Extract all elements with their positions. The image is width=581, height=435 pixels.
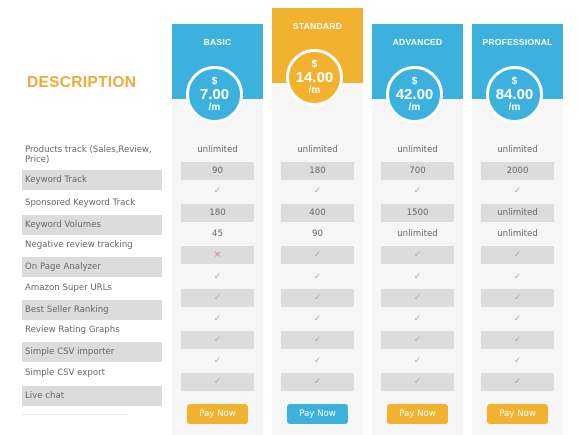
feature-label: Simple CSV importer: [22, 342, 162, 362]
price-price: 14.00: [295, 68, 334, 86]
check-icon: ✓: [381, 331, 454, 349]
plan-column-standard: STANDARD $14.00/m unlimited 180 ✓ 400 90 ✓ ✓ ✓ ✓ ✓ ✓…: [272, 0, 363, 435]
feature-value: 400: [281, 204, 354, 222]
feature-value: unlimited: [197, 145, 238, 155]
price-price: 7.00: [199, 85, 230, 103]
check-icon: ✓: [181, 289, 254, 307]
feature-value: unlimited: [497, 145, 538, 155]
price-period: /m: [208, 101, 221, 113]
price-price: 84.00: [495, 85, 534, 103]
price-period: /m: [508, 101, 521, 113]
feature-label: Amazon Super URLs: [25, 283, 112, 293]
plan-column-basic: BASIC $7.00/m unlimited 90 ✓ 180 45 × ✓ ✓ ✓ ✓ ✓ ✓ Pay …: [172, 0, 263, 435]
description-title: DESCRIPTION: [27, 74, 137, 91]
check-icon: ✓: [481, 373, 554, 391]
check-icon: ✓: [513, 272, 522, 282]
price-currency: $: [211, 75, 218, 87]
divider: [22, 414, 128, 415]
cross-icon: ×: [181, 246, 254, 264]
feature-value: 90: [181, 162, 254, 180]
price-currency: $: [411, 75, 418, 87]
feature-label: Simple CSV export: [25, 368, 105, 378]
pay-now-button[interactable]: Pay Now: [187, 404, 248, 424]
plan-name: ADVANCED: [392, 37, 443, 47]
plan-header: BASIC $7.00/m: [172, 24, 263, 123]
pay-now-button[interactable]: Pay Now: [487, 404, 548, 424]
feature-label: Best Seller Ranking: [22, 300, 162, 320]
check-icon: ✓: [381, 373, 454, 391]
check-icon: ✓: [513, 314, 522, 324]
check-icon: ✓: [413, 356, 422, 366]
check-icon: ✓: [281, 246, 354, 264]
feature-value: 180: [281, 162, 354, 180]
check-icon: ✓: [281, 373, 354, 391]
price-badge: $14.00/m: [286, 49, 343, 106]
feature-value: 90: [312, 229, 323, 239]
check-icon: ✓: [513, 356, 522, 366]
price-badge: $42.00/m: [386, 66, 443, 123]
feature-label: Sponsored Keyword Track: [25, 197, 136, 208]
price-period: /m: [408, 101, 421, 113]
check-icon: ✓: [313, 356, 322, 366]
check-icon: ✓: [481, 331, 554, 349]
check-icon: ✓: [181, 331, 254, 349]
check-icon: ✓: [313, 272, 322, 282]
check-icon: ✓: [213, 272, 222, 282]
price-badge: $7.00/m: [186, 66, 243, 123]
feature-value: 45: [212, 229, 223, 239]
check-icon: ✓: [181, 373, 254, 391]
plan-column-advanced: ADVANCED $42.00/m unlimited 700 ✓ 1500 unlimit…: [372, 0, 463, 435]
feature-label: On Page Analyzer: [22, 257, 162, 277]
check-icon: ✓: [481, 289, 554, 307]
feature-value: unlimited: [397, 145, 438, 155]
plan-header: ADVANCED $42.00/m: [372, 24, 463, 123]
check-icon: ✓: [213, 356, 222, 366]
price-price: 42.00: [395, 85, 434, 103]
check-icon: ✓: [381, 289, 454, 307]
price-currency: $: [511, 75, 518, 87]
feature-label: Live chat: [22, 386, 162, 406]
check-icon: ✓: [213, 186, 222, 196]
plan-header: STANDARD $14.00/m: [272, 8, 363, 106]
price-currency: $: [311, 58, 318, 70]
feature-value: unlimited: [297, 145, 338, 155]
feature-value: 1500: [381, 204, 454, 222]
check-icon: ✓: [213, 314, 222, 324]
check-icon: ✓: [413, 314, 422, 324]
feature-value: 700: [381, 162, 454, 180]
feature-label: Keyword Volumes: [22, 215, 162, 235]
feature-value: 180: [181, 204, 254, 222]
check-icon: ✓: [413, 272, 422, 282]
check-icon: ✓: [313, 314, 322, 324]
check-icon: ✓: [513, 186, 522, 196]
price-badge: $84.00/m: [486, 66, 543, 123]
check-icon: ✓: [313, 186, 322, 196]
feature-value: unlimited: [397, 229, 438, 239]
price-period: /m: [308, 84, 321, 96]
feature-label: Keyword Track: [22, 170, 162, 190]
feature-value: unlimited: [481, 204, 554, 222]
feature-label: Negative review tracking: [25, 240, 133, 250]
check-icon: ✓: [381, 246, 454, 264]
pay-now-button[interactable]: Pay Now: [387, 404, 448, 424]
check-icon: ✓: [281, 331, 354, 349]
feature-label: Review Rating Graphs: [25, 325, 120, 335]
feature-value: unlimited: [497, 229, 538, 239]
feature-label: Products track (Sales,Review, Price): [25, 145, 152, 165]
feature-value: 2000: [481, 162, 554, 180]
check-icon: ✓: [281, 289, 354, 307]
plan-column-professional: PROFESSIONAL $84.00/m unlimited 2000 ✓ unlimi…: [472, 0, 563, 435]
pay-now-button[interactable]: Pay Now: [287, 404, 348, 424]
plan-name: PROFESSIONAL: [482, 37, 553, 47]
plan-header: PROFESSIONAL $84.00/m: [472, 24, 563, 123]
plan-name: BASIC: [203, 37, 232, 47]
check-icon: ✓: [413, 186, 422, 196]
check-icon: ✓: [481, 246, 554, 264]
plan-name: STANDARD: [292, 21, 343, 31]
